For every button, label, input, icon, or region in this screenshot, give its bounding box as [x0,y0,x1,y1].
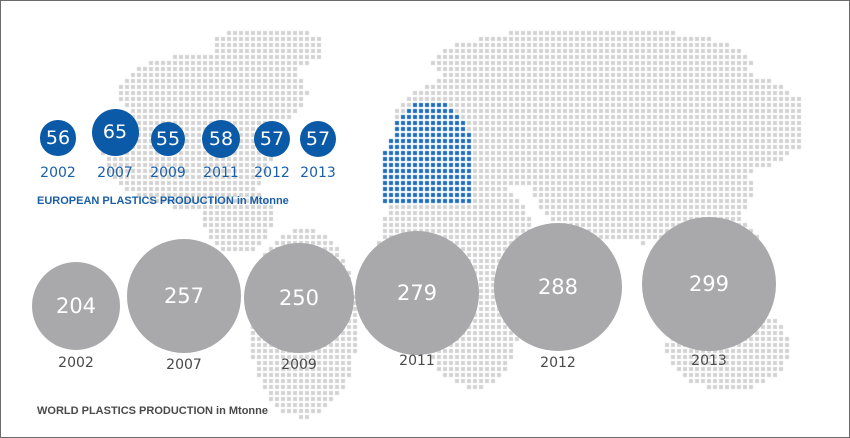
world-year-label-2013: 2013 [691,353,727,369]
european-year-label-2007: 2007 [97,165,133,181]
world-bubble-2011: 279 [355,231,479,355]
world-bubble-2012: 288 [493,222,623,352]
world-bubble-2007: 257 [127,239,241,353]
european-bubble-2002: 56 [40,120,76,156]
european-bubble-2013: 57 [299,120,337,158]
european-year-label-2009: 2009 [150,165,186,181]
european-year-label-2011: 2011 [203,165,239,181]
world-bubble-2002: 204 [32,262,120,350]
world-bubble-2009: 250 [243,242,355,354]
european-year-label-2013: 2013 [300,165,336,181]
european-year-label-2012: 2012 [254,165,290,181]
world-year-label-2012: 2012 [540,355,576,371]
european-bubble-2007: 65 [91,108,139,156]
world-year-label-2009: 2009 [281,357,317,373]
european-year-label-2002: 2002 [40,165,76,181]
world-year-label-2002: 2002 [58,355,94,371]
world-production-caption: WORLD PLASTICS PRODUCTION in Mtonne [37,405,268,417]
european-bubble-2009: 55 [151,122,185,156]
world-bubble-2013: 299 [642,217,776,351]
world-year-label-2007: 2007 [166,357,202,373]
european-bubble-2011: 58 [202,120,240,158]
world-year-label-2011: 2011 [399,353,435,369]
european-production-caption: EUROPEAN PLASTICS PRODUCTION in Mtonne [37,195,289,207]
european-bubble-2012: 57 [253,120,291,158]
